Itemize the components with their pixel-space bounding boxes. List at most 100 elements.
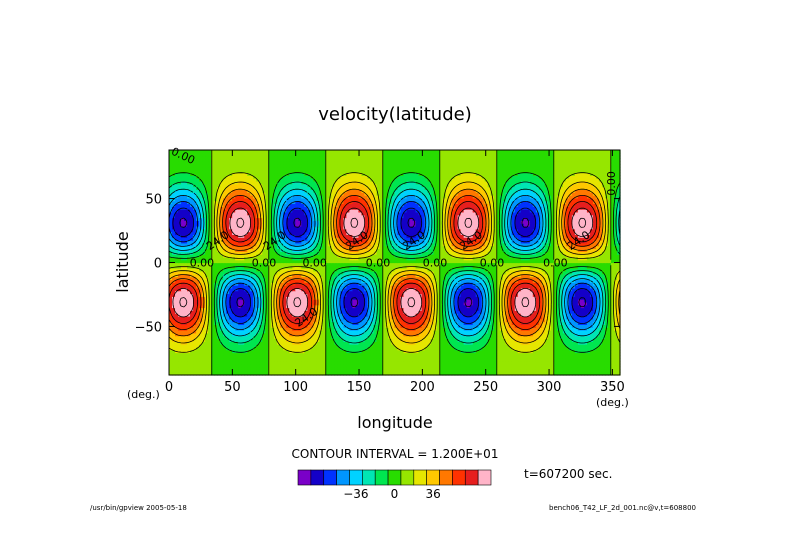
field-cell (214, 363, 218, 368)
field-cell (193, 315, 197, 320)
field-cell (397, 287, 402, 292)
field-cell (559, 363, 564, 368)
field-cell (316, 293, 320, 297)
field-cell (445, 307, 450, 311)
field-cell (211, 296, 215, 300)
field-cell (304, 372, 308, 376)
field-cell (376, 355, 381, 359)
field-cell (616, 332, 621, 337)
field-cell (379, 282, 384, 286)
field-cell (430, 327, 435, 331)
field-cell (493, 301, 498, 306)
field-cell (436, 327, 441, 331)
field-cell (208, 282, 212, 286)
field-cell (484, 355, 489, 359)
field-cell (436, 332, 441, 337)
field-cell (514, 360, 519, 365)
field-cell (175, 327, 179, 331)
field-cell (517, 310, 522, 314)
field-cell (454, 366, 459, 370)
field-cell (595, 304, 600, 309)
field-cell (187, 335, 191, 340)
field-cell (193, 346, 197, 351)
field-cell (388, 341, 393, 345)
field-cell (427, 344, 432, 348)
field-cell (547, 296, 552, 300)
field-cell (259, 315, 263, 320)
field-cell (601, 366, 606, 370)
field-cell (613, 366, 618, 370)
field-cell (541, 299, 546, 303)
field-cell (454, 285, 459, 289)
field-cell (325, 296, 329, 300)
field-cell (343, 299, 347, 303)
field-cell (505, 290, 510, 295)
field-cell (220, 338, 224, 342)
field-cell (571, 341, 576, 345)
field-cell (229, 313, 233, 317)
field-cell (397, 341, 402, 345)
field-cell (268, 346, 272, 351)
field-cell (571, 358, 576, 362)
field-cell (346, 346, 350, 351)
field-cell (490, 304, 495, 309)
field-cell (505, 341, 510, 345)
field-cell (298, 338, 302, 342)
field-cell (217, 355, 221, 359)
field-cell (286, 310, 290, 314)
field-cell (526, 332, 531, 337)
field-cell (292, 279, 296, 283)
field-cell (343, 358, 347, 362)
field-cell (457, 372, 462, 376)
field-cell (589, 304, 594, 309)
field-cell (388, 299, 393, 303)
field-cell (334, 366, 338, 370)
field-cell (433, 313, 438, 317)
field-cell (412, 335, 417, 340)
field-cell (568, 293, 573, 297)
field-cell (472, 341, 477, 345)
field-cell (253, 344, 257, 348)
field-cell (340, 330, 344, 334)
field-cell (502, 318, 507, 323)
field-cell (565, 363, 570, 368)
field-cell (322, 341, 326, 345)
field-cell (544, 296, 549, 300)
field-cell (592, 285, 597, 289)
field-cell (373, 310, 378, 314)
field-cell (577, 307, 582, 311)
field-cell (232, 307, 236, 311)
field-cell (238, 335, 242, 340)
field-cell (217, 313, 221, 317)
field-cell (436, 355, 441, 359)
field-cell (400, 299, 405, 303)
field-cell (586, 360, 591, 365)
field-cell (247, 372, 251, 376)
field-cell (334, 352, 338, 356)
field-cell (265, 299, 269, 303)
field-cell (322, 310, 326, 314)
field-cell (313, 332, 317, 337)
field-cell (505, 335, 510, 340)
field-cell (367, 296, 372, 300)
field-cell (199, 279, 203, 283)
field-cell (403, 344, 408, 348)
field-cell (259, 293, 263, 297)
field-cell (205, 307, 209, 311)
field-cell (433, 321, 438, 325)
field-cell (580, 315, 585, 320)
field-cell (319, 363, 323, 368)
field-cell (610, 360, 615, 365)
field-cell (226, 335, 230, 340)
field-cell (214, 330, 218, 334)
field-cell (577, 287, 582, 292)
field-cell (226, 327, 230, 331)
field-cell (391, 321, 396, 325)
field-cell (238, 360, 242, 365)
field-cell (256, 307, 260, 311)
field-cell (544, 327, 549, 331)
field-cell (601, 301, 606, 306)
field-cell (568, 327, 573, 331)
field-cell (247, 352, 251, 356)
field-cell (283, 349, 287, 354)
